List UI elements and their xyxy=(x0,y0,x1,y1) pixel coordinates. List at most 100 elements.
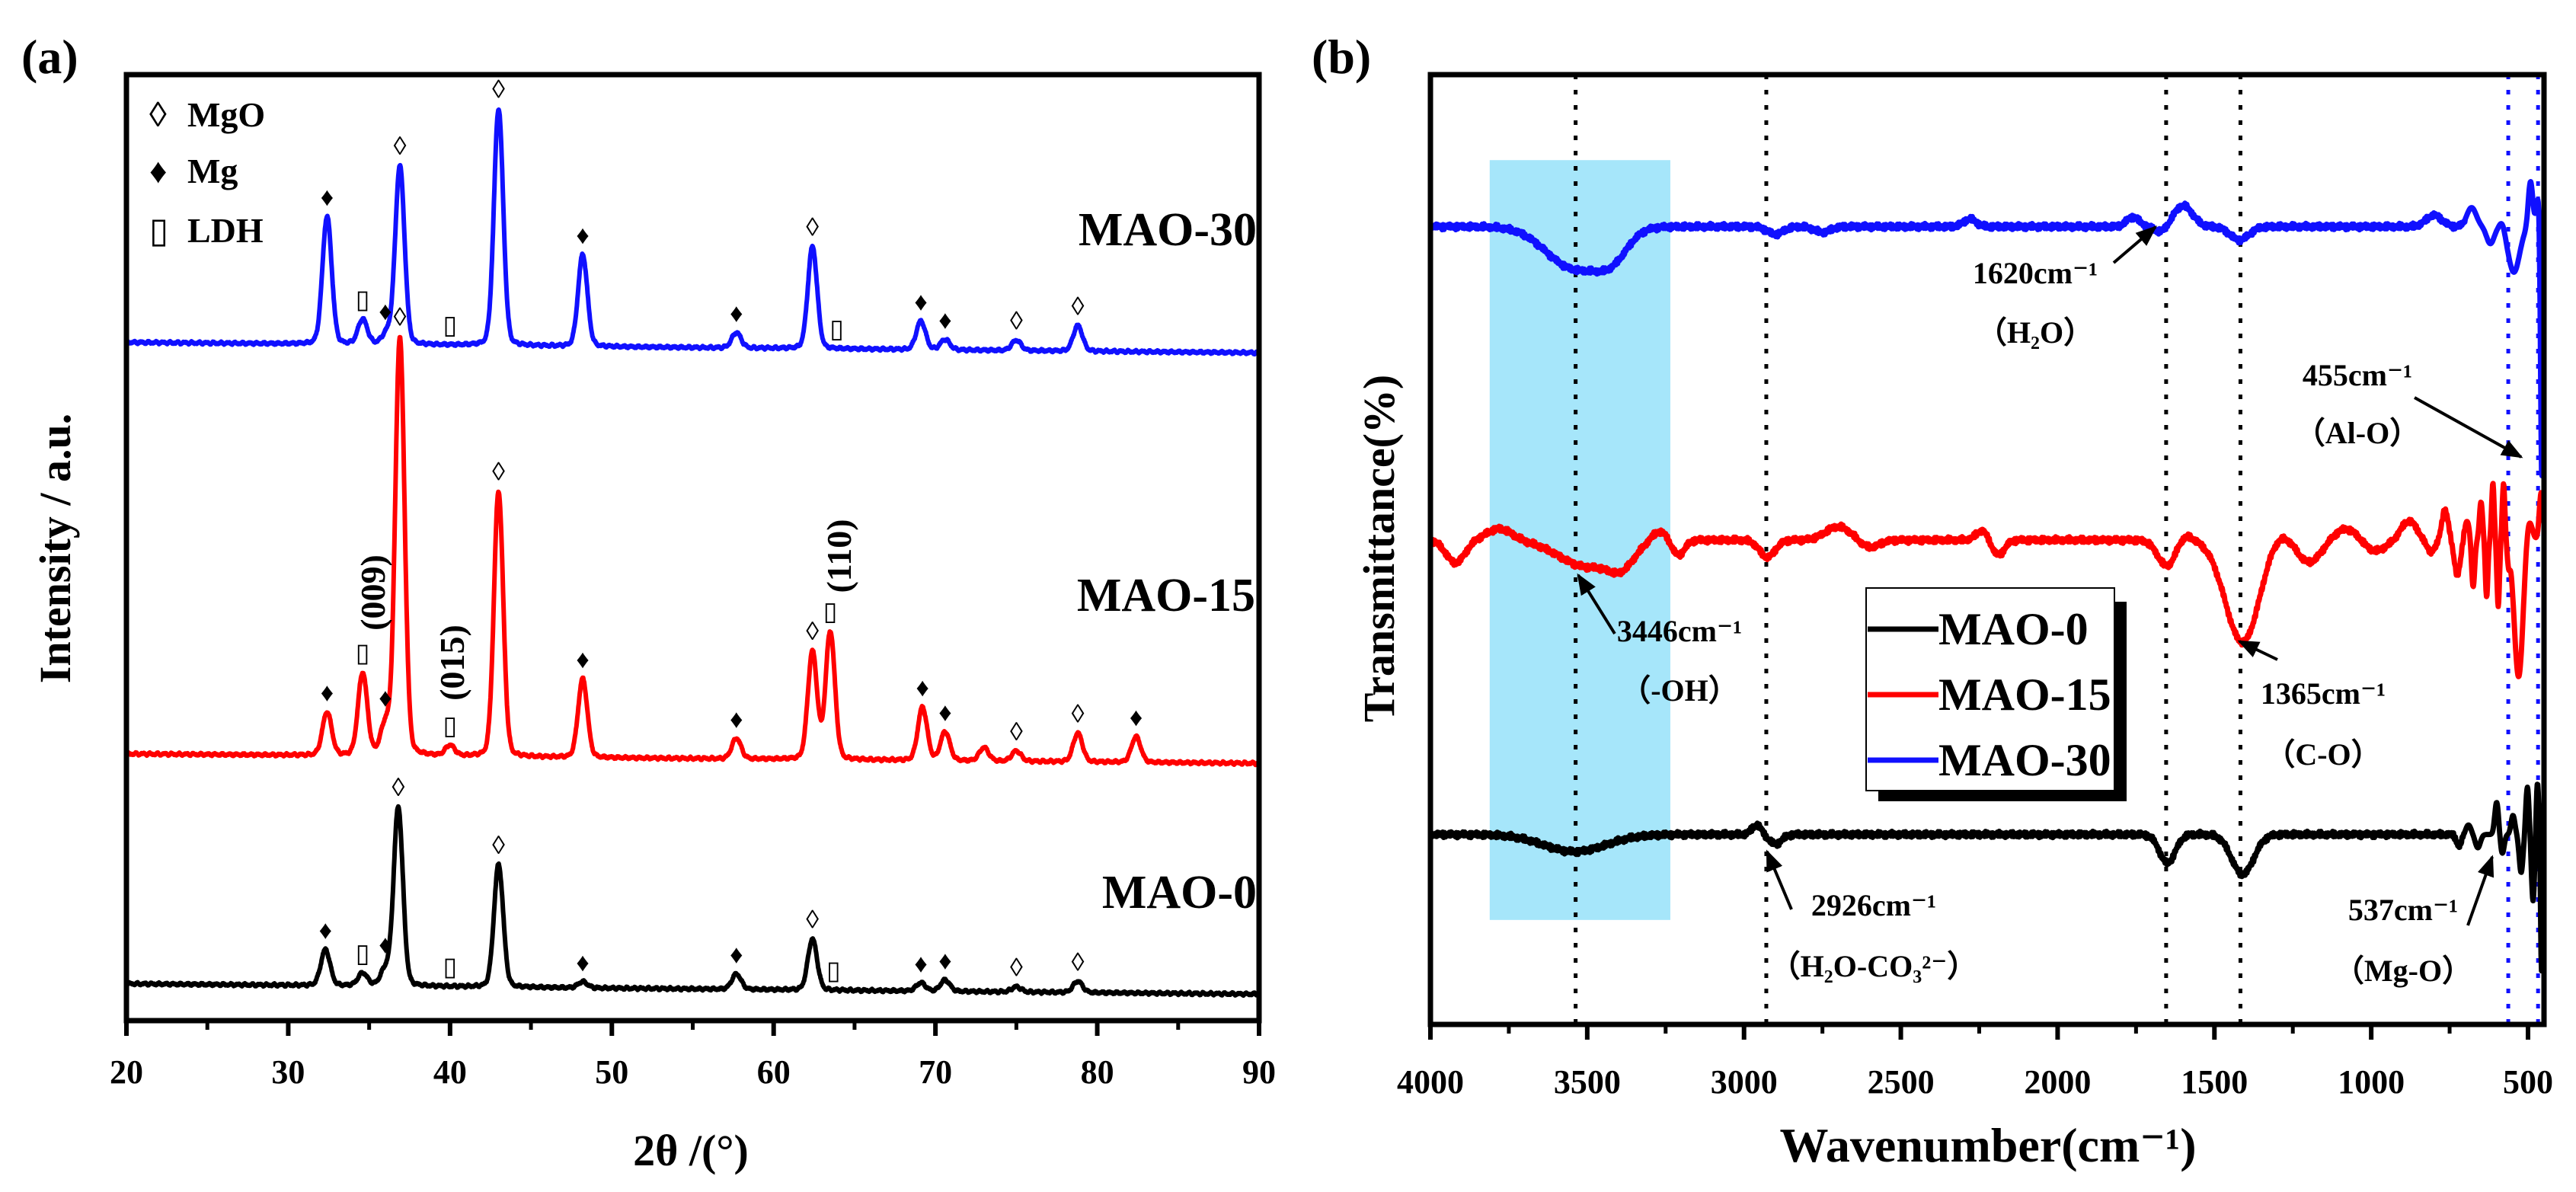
marker-mg: ♦ xyxy=(938,698,951,727)
marker-mg: ♦ xyxy=(379,932,392,960)
legend-label-mao-30: MAO-30 xyxy=(1938,735,2111,785)
marker-ldh: ▯ xyxy=(443,312,457,340)
peak-assignment-label: （Mg-O） xyxy=(2334,954,2472,988)
marker-mg: ♦ xyxy=(576,222,589,250)
peak-wavenumber-label: 2926cm⁻¹ xyxy=(1811,888,1936,922)
legend-label-mgo: MgO xyxy=(187,95,265,134)
marker-ldh: ▯ xyxy=(356,940,370,968)
x-tick-label: 20 xyxy=(110,1053,143,1091)
annotation-arrow xyxy=(2112,225,2158,264)
miller-index-label: (009) xyxy=(353,554,392,631)
marker-mgo: ◊ xyxy=(392,774,404,802)
marker-mg: ♦ xyxy=(938,307,951,335)
marker-mgo: ◊ xyxy=(394,133,407,161)
ftir-line-mao-0 xyxy=(1427,781,2547,974)
marker-mg: ♦ xyxy=(319,917,332,945)
series-label-mao-0: MAO-0 xyxy=(1102,867,1257,919)
marker-mg: ♦ xyxy=(576,646,589,674)
marker-mg: ♦ xyxy=(938,948,951,976)
panel-label-a: (a) xyxy=(21,30,78,84)
annotation-arrow xyxy=(1766,849,1793,910)
x-tick-label: 2500 xyxy=(1868,1063,1935,1101)
legend-label-mao-15: MAO-15 xyxy=(1938,670,2111,720)
marker-ldh: ▯ xyxy=(826,957,841,985)
xrd-phase-markers: ♦▯ ♦◊▯◊♦♦◊▯♦♦ ◊◊♦▯♦◊▯◊♦♦◊▯♦♦◊◊ ♦♦▯ ♦◊▯◊♦ ♦◊▯ ♦… xyxy=(319,76,1143,986)
x-tick-label: 80 xyxy=(1081,1053,1114,1091)
x-axis-ticks-b: 4000 3500 3000 2500 2000 1500 1000 500 xyxy=(1397,1024,2553,1101)
legend-label-mao-0: MAO-0 xyxy=(1938,604,2089,654)
peak-wavenumber-label: 1365cm⁻¹ xyxy=(2261,676,2386,711)
peak-wavenumber-label: 455cm⁻¹ xyxy=(2303,358,2412,392)
marker-mg: ♦ xyxy=(730,941,743,970)
marker-mg: ♦ xyxy=(916,674,928,702)
legend-box xyxy=(1865,587,2115,791)
ftir-curves xyxy=(1427,179,2547,974)
legend-label-mg: Mg xyxy=(187,152,238,190)
x-axis-ticks-a: 20 30 40 50 60 70 80 90 xyxy=(110,1021,1276,1091)
marker-mgo: ◊ xyxy=(1010,954,1023,983)
x-tick-label: 2000 xyxy=(2024,1063,2091,1101)
marker-ldh: ▯ xyxy=(823,598,838,626)
marker-mg: ♦ xyxy=(730,705,743,733)
annotation-arrow xyxy=(2414,396,2523,459)
ftir-line-mao-30 xyxy=(1427,179,2547,479)
series-label-mao-30: MAO-30 xyxy=(1079,204,1257,256)
peak-wavenumber-label: 1620cm⁻¹ xyxy=(1973,256,2098,290)
marker-mg: ♦ xyxy=(1130,704,1143,732)
marker-mg: ♦ xyxy=(321,679,334,708)
peak-assignment-label: （-OH） xyxy=(1620,673,1739,708)
peak-assignment-label: （C-O） xyxy=(2264,737,2381,772)
marker-mg: ♦ xyxy=(379,298,392,326)
ftir-annotations: 1620cm⁻¹ （H₂O） 455cm⁻¹ （Al-O） 3446cm⁻¹ （-OH） 1… xyxy=(1577,225,2523,988)
x-tick-label: 90 xyxy=(1242,1053,1276,1091)
x-tick-label: 60 xyxy=(757,1053,791,1091)
peak-assignment-label: （Al-O） xyxy=(2295,416,2420,450)
x-axis-title-a: 2θ /(°) xyxy=(633,1126,749,1175)
marker-mgo: ◊ xyxy=(806,906,819,935)
xrd-line-mao-30 xyxy=(124,107,1261,357)
marker-mg: ♦ xyxy=(914,288,927,316)
marker-ldh: ▯ xyxy=(356,286,370,315)
marker-ldh: ▯ xyxy=(443,712,457,740)
marker-mgo: ◊ xyxy=(1010,718,1023,746)
xrd-line-mao-15 xyxy=(124,334,1261,768)
xrd-annotations: (009) (015) (110) xyxy=(353,519,858,700)
marker-mgo: ◊ xyxy=(492,832,505,860)
marker-mg: ♦ xyxy=(730,300,743,328)
marker-mgo: ◊ xyxy=(1010,308,1023,336)
x-tick-label: 500 xyxy=(2503,1063,2553,1101)
marker-mg: ♦ xyxy=(576,949,589,977)
y-axis-title-b: Transmittance(%) xyxy=(1354,375,1404,722)
marker-ldh: ▯ xyxy=(829,315,844,344)
panel-b-ftir: (b) 4000 3500 3000 2500 2000 1500 1000 500 Wave… xyxy=(1312,30,2553,1172)
x-tick-label: 30 xyxy=(271,1053,305,1091)
filled-diamond-icon: ♦ xyxy=(149,152,167,190)
annotation-arrow xyxy=(2237,640,2278,661)
marker-mgo: ◊ xyxy=(1072,700,1085,728)
legend-a: ◊ MgO ♦ Mg ▯ LDH xyxy=(149,95,265,250)
marker-ldh: ▯ xyxy=(443,954,457,982)
x-tick-label: 40 xyxy=(433,1053,467,1091)
panel-label-b: (b) xyxy=(1312,30,1371,84)
peak-wavenumber-label: 537cm⁻¹ xyxy=(2348,893,2458,927)
marker-mgo: ◊ xyxy=(806,618,819,646)
miller-index-label: (015) xyxy=(433,625,471,701)
rectangle-icon: ▯ xyxy=(149,211,168,250)
marker-mgo: ◊ xyxy=(1072,948,1085,976)
series-label-mao-15: MAO-15 xyxy=(1077,570,1255,622)
miller-index-label: (110) xyxy=(820,519,858,593)
marker-mgo: ◊ xyxy=(492,459,505,487)
legend-label-ldh: LDH xyxy=(187,211,264,250)
ftir-line-mao-15 xyxy=(1427,481,2547,679)
x-tick-label: 70 xyxy=(919,1053,952,1091)
xrd-curves xyxy=(124,107,1261,999)
x-tick-label: 1000 xyxy=(2338,1063,2405,1101)
x-tick-label: 4000 xyxy=(1397,1063,1464,1101)
marker-mg: ♦ xyxy=(321,184,334,212)
marker-mgo: ◊ xyxy=(1072,292,1085,321)
open-diamond-icon: ◊ xyxy=(149,95,167,134)
legend-b: MAO-0 MAO-15 MAO-30 xyxy=(1865,587,2127,801)
x-tick-label: 1500 xyxy=(2181,1063,2248,1101)
marker-mg: ♦ xyxy=(379,684,392,712)
